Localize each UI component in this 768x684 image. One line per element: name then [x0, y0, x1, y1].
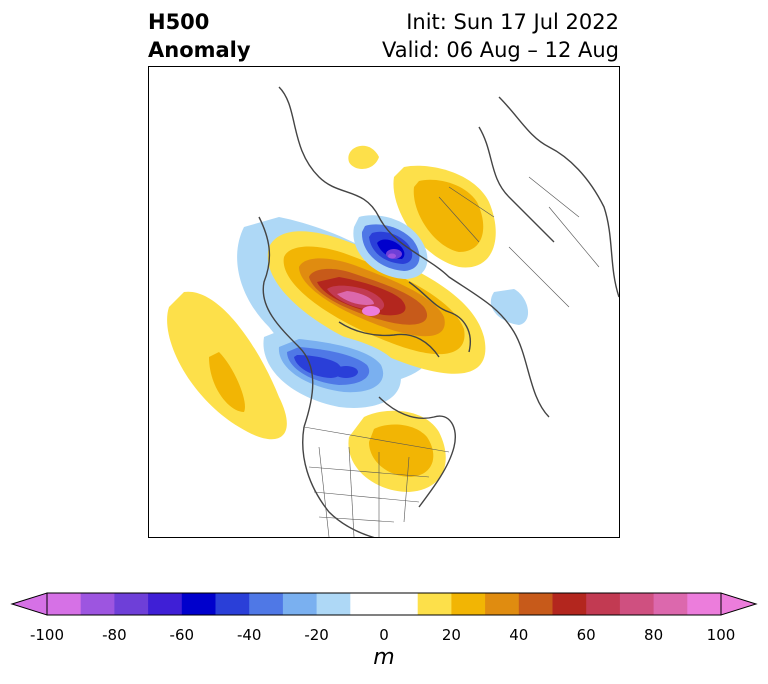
colorbar-segment — [148, 593, 183, 615]
colorbar-segment — [316, 593, 351, 615]
colorbar-tick-label: 80 — [644, 626, 664, 644]
map-title: H500 Anomaly — [148, 8, 251, 64]
anomaly-canada-negative — [263, 327, 401, 408]
init-date: Init: Sun 17 Jul 2022 — [406, 10, 619, 34]
colorbar-segment — [350, 593, 385, 615]
colorbar-segment — [249, 593, 284, 615]
colorbar-segment — [552, 593, 587, 615]
colorbar-tick-label: -20 — [304, 626, 329, 644]
colorbar-tick-label: -60 — [169, 626, 195, 644]
colorbar — [0, 585, 768, 625]
colorbar-tick-label: 0 — [379, 626, 389, 644]
valid-range: Valid: 06 Aug – 12 Aug — [381, 38, 619, 62]
colorbar-segment — [653, 593, 688, 615]
colorbar-svg — [10, 592, 758, 616]
map-canvas — [167, 86, 619, 537]
colorbar-max-arrow — [720, 592, 758, 616]
anomaly-pacific-positive — [167, 291, 287, 440]
colorbar-segment — [518, 593, 553, 615]
anomaly-map — [148, 66, 620, 538]
colorbar-unit: m — [373, 645, 395, 670]
colorbar-tick-label: -100 — [29, 626, 65, 644]
colorbar-segment — [47, 593, 82, 615]
political-boundaries — [303, 176, 600, 537]
colorbar-tick-label: 20 — [441, 626, 461, 644]
colorbar-outline — [46, 592, 722, 616]
colorbar-segment — [687, 593, 722, 615]
colorbar-min-arrow — [10, 592, 48, 616]
title-variable: H500 — [148, 10, 210, 34]
colorbar-segment — [80, 593, 115, 615]
colorbar-segment — [619, 593, 655, 615]
colorbar-tick-label: 60 — [576, 626, 596, 644]
colorbar-segment — [114, 593, 149, 615]
colorbar-segment — [586, 593, 621, 615]
anomaly-arctic-negative — [353, 215, 428, 279]
colorbar-tick-label: -80 — [102, 626, 127, 644]
colorbar-segment — [485, 593, 520, 615]
colorbar-tick-label: -40 — [236, 626, 262, 644]
colorbar-tick-label: 100 — [706, 626, 736, 644]
colorbar-segment — [451, 593, 486, 615]
colorbar-segments — [47, 593, 722, 615]
colorbar-tick-label: 40 — [509, 626, 529, 644]
anomaly-eastern-us-positive — [348, 410, 446, 492]
anomaly-siberia-positive — [393, 165, 496, 268]
anomaly-ridge-positive — [267, 231, 486, 374]
colorbar-segment — [384, 593, 419, 615]
map-dates: Init: Sun 17 Jul 2022 Valid: 06 Aug – 12… — [382, 8, 619, 64]
title-type: Anomaly — [148, 38, 251, 62]
colorbar-segment — [181, 593, 216, 615]
coastlines — [258, 86, 619, 537]
colorbar-segment — [215, 593, 250, 615]
colorbar-segment — [282, 593, 318, 615]
colorbar-segment — [417, 593, 452, 615]
